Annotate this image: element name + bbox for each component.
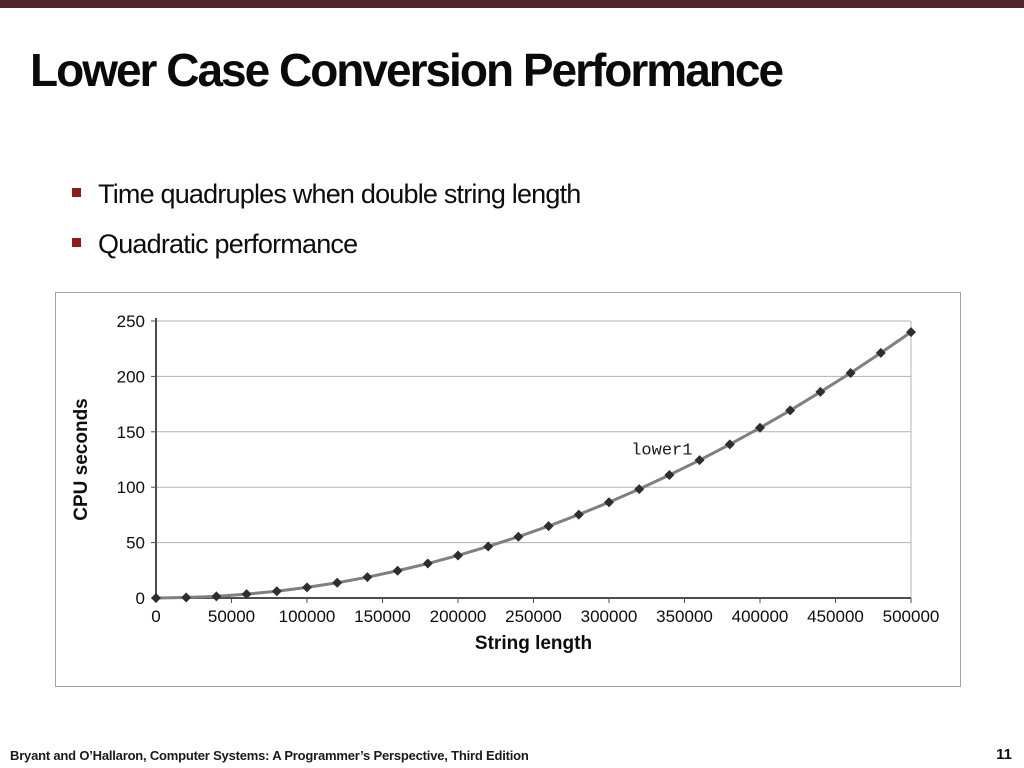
data-point-marker — [875, 347, 886, 358]
data-point-marker — [453, 550, 463, 561]
x-tick-label: 350000 — [656, 607, 713, 626]
data-point-marker — [634, 484, 645, 495]
x-tick-label: 100000 — [279, 607, 336, 626]
y-tick-label: 250 — [117, 312, 145, 331]
y-axis-title: CPU seconds — [71, 398, 92, 520]
x-tick-label: 450000 — [807, 607, 864, 626]
data-point-marker — [694, 455, 705, 466]
x-tick-label: 500000 — [883, 607, 940, 626]
data-point-marker — [422, 558, 433, 569]
footer-citation: Bryant and O’Hallaron, Computer Systems:… — [10, 748, 529, 763]
data-point-marker — [543, 521, 554, 532]
bullet-item: Quadratic performance — [72, 224, 772, 264]
x-tick-label: 300000 — [581, 607, 638, 626]
y-tick-label: 50 — [126, 534, 145, 553]
slide-title: Lower Case Conversion Performance — [30, 44, 784, 96]
y-tick-label: 100 — [117, 478, 145, 497]
x-tick-label: 250000 — [505, 607, 562, 626]
chart-canvas: 0 50 100 150 200 250 0 50000 100000 150000 200000 2… — [71, 312, 940, 654]
x-tick-label: 400000 — [732, 607, 789, 626]
series-label: lower1 — [631, 441, 692, 460]
data-point-marker — [573, 509, 584, 520]
data-point-marker — [845, 367, 856, 378]
data-point-marker — [241, 589, 252, 600]
data-point-marker — [151, 593, 161, 603]
data-point-marker — [906, 327, 916, 338]
page-number: 11 — [996, 746, 1012, 763]
data-point-marker — [271, 586, 282, 597]
data-point-marker — [392, 565, 403, 576]
data-point-marker — [332, 577, 343, 588]
series-line — [155, 330, 912, 600]
bullet-text: Quadratic performance — [98, 229, 358, 259]
data-point-marker — [785, 405, 796, 416]
data-point-marker — [664, 470, 675, 481]
slide-footer: Bryant and O’Hallaron, Computer Systems:… — [0, 746, 1024, 768]
data-point-marker — [755, 422, 765, 433]
x-tick-label: 200000 — [430, 607, 487, 626]
data-point-marker — [604, 497, 614, 508]
bullet-square-icon — [72, 188, 81, 197]
y-tick-label: 200 — [117, 367, 145, 386]
performance-chart: 0 50 100 150 200 250 0 50000 100000 150000 200000 2… — [55, 292, 961, 687]
bullet-list: Time quadruples when double string lengt… — [72, 174, 772, 274]
data-point-marker — [211, 591, 222, 602]
data-point-marker — [302, 582, 312, 593]
x-tick-label: 150000 — [354, 607, 411, 626]
x-tick-label: 0 — [151, 607, 160, 626]
data-point-marker — [181, 592, 192, 603]
bullet-text: Time quadruples when double string lengt… — [98, 179, 581, 209]
x-axis-title: String length — [475, 633, 592, 654]
x-tick-label: 50000 — [208, 607, 255, 626]
y-tick-label: 150 — [117, 423, 145, 442]
bullet-square-icon — [72, 238, 81, 247]
y-tick-label: 0 — [136, 589, 145, 608]
data-point-marker — [483, 541, 494, 552]
bullet-item: Time quadruples when double string lengt… — [72, 174, 772, 214]
slide-accent-bar — [0, 0, 1024, 8]
data-point-marker — [362, 572, 373, 583]
data-point-marker — [724, 439, 735, 450]
data-point-marker — [513, 531, 524, 542]
data-point-marker — [815, 386, 826, 397]
